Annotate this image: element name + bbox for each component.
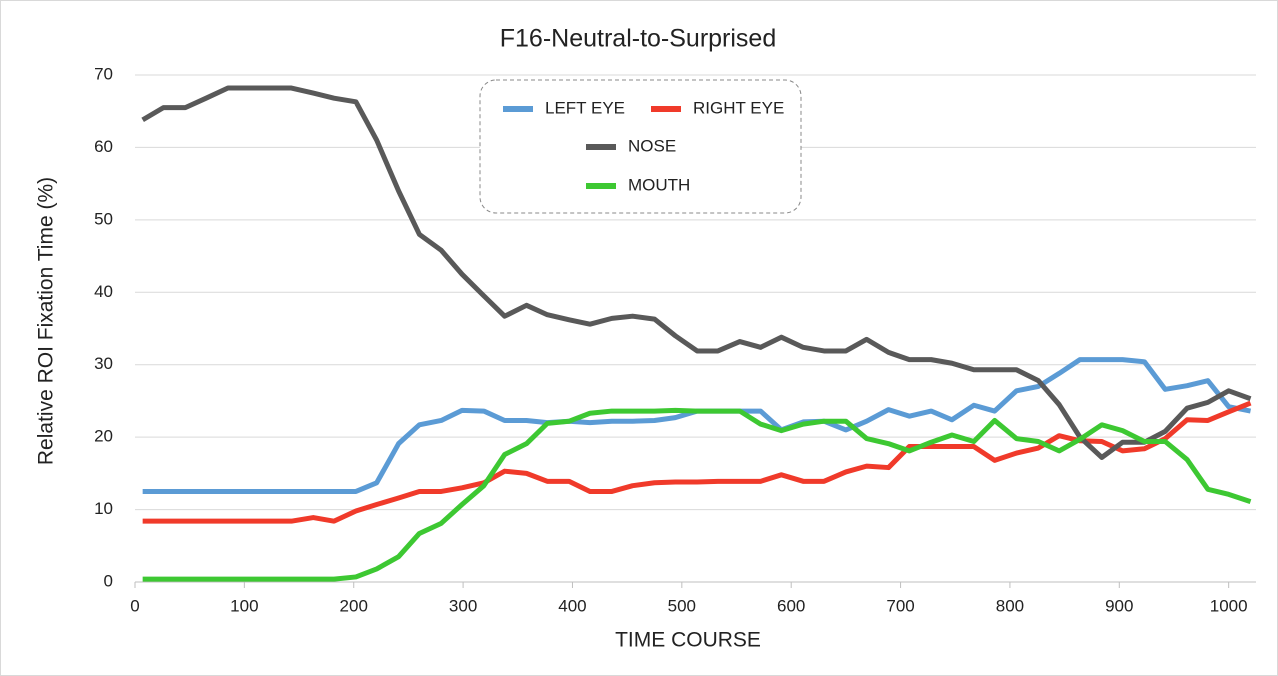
x-tick-label: 500	[668, 596, 696, 615]
y-tick-label: 30	[94, 354, 113, 373]
y-tick-label: 50	[94, 209, 113, 228]
x-tick-label: 300	[449, 596, 477, 615]
x-axis-label: TIME COURSE	[615, 629, 761, 652]
x-tick-label: 1000	[1210, 596, 1248, 615]
x-tick-label: 600	[777, 596, 805, 615]
x-tick-label: 800	[996, 596, 1024, 615]
y-tick-label: 10	[94, 499, 113, 518]
series-line	[142, 400, 1252, 524]
series-line	[141, 85, 1252, 460]
legend-label: MOUTH	[628, 175, 690, 194]
legend-label: RIGHT EYE	[693, 98, 784, 117]
series-line	[142, 407, 1252, 582]
x-tick-label: 200	[340, 596, 368, 615]
x-tick-label: 0	[130, 596, 139, 615]
x-tick-label: 100	[230, 596, 258, 615]
x-tick-label: 900	[1105, 596, 1133, 615]
x-tick-label: 700	[886, 596, 914, 615]
legend: LEFT EYE RIGHT EYE NOSE MOUTH	[503, 98, 784, 194]
legend-label: LEFT EYE	[545, 98, 625, 117]
legend-box	[479, 79, 802, 214]
lines	[141, 85, 1252, 582]
y-tick-label: 60	[94, 137, 113, 156]
y-tick-label: 40	[94, 282, 113, 301]
legend-label: NOSE	[628, 136, 676, 155]
y-axis-label: Relative ROI Fixation Time (%)	[35, 177, 58, 465]
x-tick-label: 400	[558, 596, 586, 615]
y-tick-label: 70	[94, 64, 113, 83]
y-tick-label: 20	[94, 427, 113, 446]
chart-title: F16-Neutral-to-Surprised	[500, 25, 777, 53]
y-tick-label: 0	[104, 571, 113, 590]
